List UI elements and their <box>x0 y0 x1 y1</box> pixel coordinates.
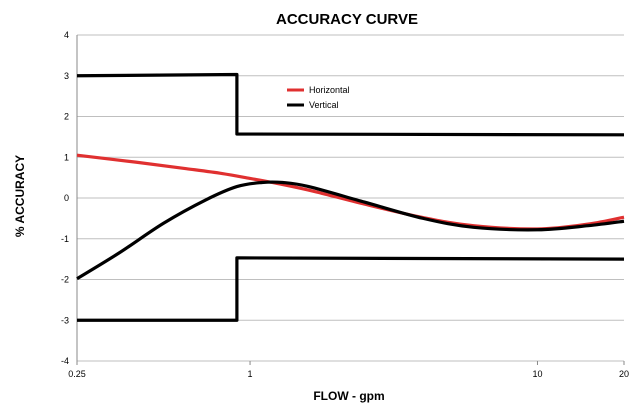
lower-limit-line <box>77 256 625 322</box>
y-tick-label: 4 <box>64 30 69 40</box>
tick-labels: -4 -3 -2 -1 0 1 2 3 4 0.25 1 10 20 <box>61 30 629 379</box>
y-axis-label: % ACCURACY <box>13 155 27 237</box>
x-axis-label: FLOW - gpm <box>313 389 384 403</box>
y-tick-label: 3 <box>64 71 69 81</box>
y-tick-label: -1 <box>61 234 69 244</box>
chart-title: ACCURACY CURVE <box>276 11 418 28</box>
legend: Horizontal Vertical <box>287 85 350 110</box>
x-tick-label: 0.25 <box>68 369 86 379</box>
vertical-series-line <box>76 180 625 281</box>
horizontal-series-line <box>76 153 625 231</box>
legend-label-vertical: Vertical <box>309 100 339 110</box>
x-tick-label: 1 <box>248 369 253 379</box>
y-tick-label: 1 <box>64 152 69 162</box>
y-tick-label: -2 <box>61 275 69 285</box>
y-tick-label: -3 <box>61 315 69 325</box>
x-tick-label: 10 <box>532 369 542 379</box>
y-tick-label: 2 <box>64 112 69 122</box>
series-lines <box>76 72 625 322</box>
legend-label-horizontal: Horizontal <box>309 85 350 95</box>
upper-limit-line <box>76 72 625 137</box>
y-tick-label: 0 <box>64 193 69 203</box>
x-tick-label: 20 <box>619 369 629 379</box>
y-tick-label: -4 <box>61 356 69 366</box>
